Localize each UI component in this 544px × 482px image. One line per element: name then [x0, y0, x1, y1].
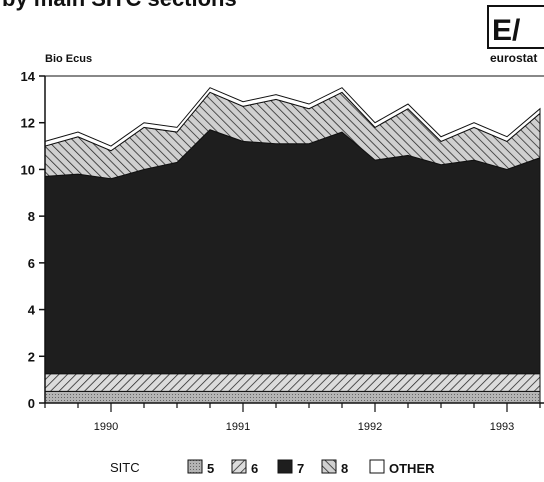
x-tick-label: 1993 [490, 421, 514, 433]
legend-swatch [231, 459, 247, 474]
legend-label: 8 [341, 461, 348, 476]
y-tick-label: 2 [28, 349, 35, 364]
legend-swatch [369, 459, 385, 474]
y-tick-label: 4 [28, 303, 36, 318]
y-tick-label: 10 [21, 162, 35, 177]
x-tick-label: 1992 [358, 421, 382, 433]
legend-swatch [321, 459, 337, 474]
area [44, 87, 541, 152]
area [44, 373, 541, 392]
legend-label: 5 [207, 461, 214, 476]
legend-title: SITC [110, 460, 140, 475]
y-tick-label: 12 [21, 116, 35, 131]
area [44, 390, 541, 404]
legend-swatch [277, 459, 293, 474]
y-axis-label: Bio Ecus [45, 53, 92, 65]
chart-title: by main SITC sections [2, 0, 237, 11]
y-tick-label: 0 [28, 396, 35, 411]
y-tick-label: 14 [21, 69, 36, 84]
logo-mark: E/ [492, 14, 521, 47]
legend-label: OTHER [389, 461, 435, 476]
y-tick-label: 8 [28, 209, 35, 224]
logo: E/ eurostat [487, 5, 544, 65]
y-tick-label: 6 [28, 256, 35, 271]
legend-swatch [187, 459, 203, 474]
legend-label: 7 [297, 461, 304, 476]
x-tick-label: 1990 [94, 421, 118, 433]
legend-label: 6 [251, 461, 258, 476]
x-tick-label: 1991 [226, 421, 250, 433]
logo-text: eurostat [490, 51, 537, 65]
